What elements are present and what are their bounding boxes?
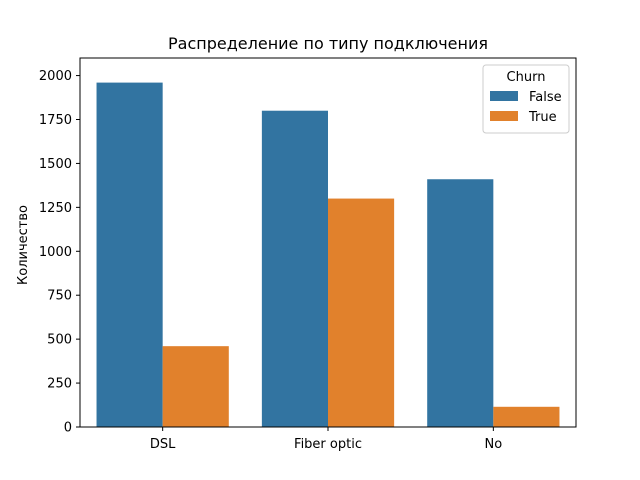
y-tick-label: 2000: [39, 69, 72, 84]
y-tick-label: 500: [47, 333, 72, 348]
y-tick-label: 0: [64, 421, 72, 436]
y-tick-label: 1250: [39, 201, 72, 216]
y-tick-label: 1500: [39, 157, 72, 172]
chart-title: Распределение по типу подключения: [168, 34, 488, 53]
x-tick-label: Fiber optic: [294, 437, 362, 452]
bar-false-dsl: [96, 82, 163, 427]
legend-label-true: True: [528, 110, 557, 125]
y-tick-label: 1000: [39, 245, 72, 260]
bars-layer: [96, 82, 560, 427]
y-axis-label: Количество: [16, 205, 31, 285]
legend-title: Churn: [507, 70, 546, 85]
x-tick-label: No: [484, 437, 502, 452]
bar-false-fiber-optic: [261, 110, 328, 427]
legend: Churn False True: [482, 64, 570, 134]
legend-swatch-true: [490, 111, 518, 121]
y-tick-label: 750: [47, 289, 72, 304]
legend-label-false: False: [529, 90, 562, 105]
bar-false-no: [427, 179, 494, 427]
plot-frame: [79, 57, 577, 428]
y-tick-label: 1750: [39, 113, 72, 128]
ticks-layer: DSL Fiber optic No 0 250 500 750 1000 1250 1500 17…: [39, 69, 502, 452]
legend-swatch-false: [490, 91, 518, 101]
bar-true-fiber-optic: [328, 198, 395, 427]
x-tick-label: DSL: [150, 437, 176, 452]
bar-true-dsl: [162, 346, 229, 427]
y-tick-label: 250: [47, 377, 72, 392]
bar-true-no: [493, 406, 560, 427]
